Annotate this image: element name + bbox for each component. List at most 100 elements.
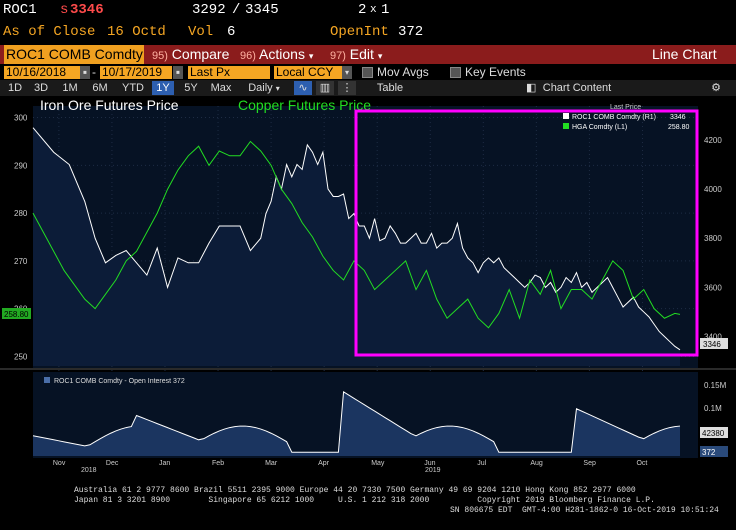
month-label: Sep	[583, 460, 596, 467]
month-label: Jul	[477, 460, 486, 467]
candle-chart-icon[interactable]: ⋮	[338, 81, 356, 95]
key-events-checkbox-icon	[450, 67, 461, 79]
right-axis-tick: 3800	[704, 234, 722, 243]
openint-value: 372	[398, 24, 424, 40]
currency-select[interactable]: Local CCY	[274, 66, 342, 79]
end-date-input[interactable]: 10/17/2019	[100, 66, 172, 79]
right-axis-tick: 3600	[704, 283, 722, 292]
legend-copper-name: HGA Comdty (L1)	[572, 124, 627, 131]
ask-price: 3345	[245, 2, 279, 18]
period-6m[interactable]: 6M	[92, 82, 108, 94]
vol-label: Vol	[188, 24, 214, 40]
period-3d[interactable]: 3D	[33, 82, 49, 94]
edit-button[interactable]: 97) Edit ▾	[330, 46, 383, 62]
footer-line-3: SN 806675 EDT GMT-4:00 H281-1862-0 16-Oc…	[450, 506, 719, 515]
right-axis-tick: 4200	[704, 136, 722, 145]
period-5y[interactable]: 5Y	[184, 82, 198, 94]
asof-label: As of Close	[3, 24, 96, 40]
oi-legend: ROC1 COMB Comdty - Open Interest 372	[54, 378, 185, 385]
end-calendar-icon[interactable]: ▪	[173, 66, 183, 79]
oi-last-value-2: 372	[702, 448, 716, 457]
left-axis-tick: 290	[14, 161, 28, 170]
copper-series-line	[32, 140, 681, 329]
iron-last-value: 3346	[703, 340, 721, 349]
iron-ore-title: Iron Ore Futures Price	[40, 97, 179, 113]
date-toolbar: 10/16/2018 ▪ - 10/17/2019 ▪ Last Px Loca…	[0, 65, 736, 80]
year-label-2018: 2018	[81, 467, 97, 474]
last-prefix: s	[60, 2, 69, 18]
legend-iron-swatch	[563, 113, 569, 119]
period-1d[interactable]: 1D	[7, 82, 23, 94]
period-ytd[interactable]: YTD	[122, 82, 144, 94]
left-axis-tick: 300	[14, 114, 28, 123]
oi-legend-swatch	[44, 377, 50, 383]
legend-copper-value: 258.80	[668, 124, 690, 131]
currency-dropdown-icon[interactable]: ▾	[342, 66, 352, 79]
oi-series-line	[32, 391, 681, 453]
month-label: Dec	[106, 460, 119, 467]
legend-iron-value: 3346	[670, 114, 686, 121]
bid-price: 3292	[192, 2, 226, 18]
actions-caret-icon: ▾	[308, 51, 314, 61]
highlight-rectangle	[354, 109, 699, 357]
month-label: Oct	[636, 460, 647, 467]
date-dash: -	[92, 65, 96, 79]
legend-header: Last Price	[610, 104, 641, 111]
oi-tick-015m: 0.15M	[704, 381, 727, 390]
oi-last-tag	[700, 427, 728, 438]
chart-canvas: 300290280270260250 42004000380036003400 …	[0, 96, 736, 530]
period-toolbar: 1D 3D 1M 6M YTD 1Y 5Y Max Daily ▾ ∿ ▥ ⋮ …	[0, 80, 736, 96]
quote-header: ROC1 s 3346 3292 / 3345 2 x 1	[0, 2, 736, 20]
start-date-input[interactable]: 10/16/2018	[4, 66, 80, 79]
iron-ore-series-line	[32, 127, 681, 351]
year-label-2019: 2019	[425, 467, 441, 474]
oi-last-tag-2	[700, 446, 728, 457]
asof-date: 16 Octd	[107, 24, 166, 40]
edit-caret-icon: ▾	[377, 51, 383, 61]
frequency-caret-icon: ▾	[275, 84, 280, 93]
chart-content-icon[interactable]: ◧	[526, 82, 537, 94]
left-axis-tick: 250	[14, 352, 28, 361]
line-chart-icon[interactable]: ∿	[294, 81, 312, 95]
period-1y[interactable]: 1Y	[152, 81, 174, 95]
month-label: Mar	[265, 460, 278, 467]
last-price: 3346	[70, 2, 104, 18]
chart-type-title: Line Chart	[652, 46, 717, 62]
copper-title: Copper Futures Price	[238, 97, 371, 113]
table-button[interactable]: Table	[376, 82, 404, 94]
size-ask: 1	[381, 2, 390, 18]
legend-iron-name: ROC1 COMB Comdty (R1)	[572, 114, 656, 121]
frequency-select[interactable]: Daily ▾	[248, 82, 280, 94]
settings-gear-icon[interactable]: ⚙	[711, 82, 721, 94]
left-axis-tick: 280	[14, 209, 28, 218]
month-label: Jan	[159, 460, 170, 467]
oi-area	[33, 391, 680, 456]
key-events-toggle[interactable]: Key Events	[450, 66, 526, 79]
chart-content-button[interactable]: Chart Content	[542, 82, 612, 94]
period-1m[interactable]: 1M	[62, 82, 78, 94]
month-label: Feb	[212, 460, 224, 467]
vol-value: 6	[227, 24, 236, 40]
footer-line-2: Japan 81 3 3201 8900 Singapore 65 6212 1…	[74, 496, 655, 505]
command-bar: ROC1 COMB Comdty 95) Compare 96) Actions…	[0, 45, 736, 64]
month-label: Jun	[424, 460, 435, 467]
compare-button[interactable]: 95) Compare	[152, 46, 230, 62]
copper-last-value: 258.80	[4, 310, 29, 319]
copper-last-tag	[2, 308, 31, 319]
month-label: May	[371, 460, 385, 467]
iron-last-tag	[700, 338, 728, 349]
month-label: Apr	[318, 460, 330, 467]
month-label: Aug	[530, 460, 543, 467]
month-label: Nov	[53, 460, 66, 467]
mov-avgs-toggle[interactable]: Mov Avgs	[362, 66, 429, 79]
period-max[interactable]: Max	[210, 82, 232, 94]
start-calendar-icon[interactable]: ▪	[80, 66, 90, 79]
field-select[interactable]: Last Px	[188, 66, 270, 79]
footer-line-1: Australia 61 2 9777 8600 Brazil 5511 239…	[74, 486, 636, 495]
actions-button[interactable]: 96) Actions ▾	[240, 46, 314, 62]
bid-ask-separator: /	[232, 2, 241, 18]
quote-subheader: As of Close 16 Octd Vol 6 OpenInt 372	[0, 24, 736, 42]
mov-avgs-checkbox-icon	[362, 67, 373, 79]
security-field[interactable]: ROC1 COMB Comdty	[4, 45, 144, 64]
bar-chart-icon[interactable]: ▥	[316, 81, 334, 95]
